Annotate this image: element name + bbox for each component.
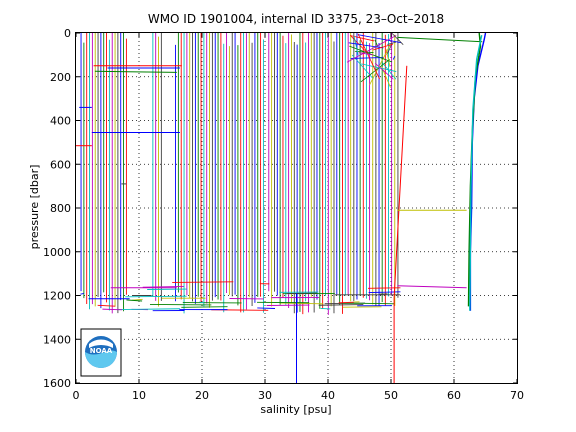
x-tick-label: 10 [132,389,146,402]
x-tick-label: 0 [73,389,80,402]
y-tick-label: 600 [50,158,71,171]
profile-segment [346,35,397,63]
profile-segment [349,45,393,63]
profile-spike [102,308,123,311]
profile-spike [338,301,354,304]
y-tick-label: 1000 [43,246,71,259]
profile-segment [392,55,396,60]
profile-segment [369,43,391,85]
profile-segment [357,33,381,80]
y-tick-label: 400 [50,115,71,128]
profile-segment [391,33,404,45]
x-axis-label: salinity [psu] [260,403,331,416]
profile-segment [397,36,483,43]
profile-spike [97,304,116,307]
profile-spike [341,302,395,305]
profiles-layer [76,32,487,383]
chart-title: WMO ID 1901004, internal ID 3375, 23–Oct… [148,12,444,26]
profile-segment [126,299,143,302]
x-tick-label: 50 [384,389,398,402]
x-tick-label: 40 [321,389,335,402]
plot-frame [75,32,518,384]
profile-segment [382,62,397,80]
profile-spike [320,307,331,310]
profile-spike [286,292,318,295]
x-tick-label: 30 [258,389,272,402]
profile-spike [280,302,324,305]
profile-segment [397,285,467,289]
profile-segment [94,70,177,73]
y-tick-label: 1400 [43,333,71,346]
y-axis: 0 200 400 600 800 1000 1200 1400 1600 [43,27,517,390]
x-tick-label: 20 [195,389,209,402]
y-tick-label: 1600 [43,377,71,390]
x-tick-label: 60 [447,389,461,402]
x-tick-label: 70 [510,389,524,402]
profile-spike [199,301,204,304]
profile-spike [142,286,184,288]
y-axis-label: pressure [dbar] [28,165,41,250]
profile-spike [181,306,228,308]
profile-segment [374,63,394,80]
profile-spike [117,308,180,310]
profile-segment [358,52,374,56]
profile-segment [372,43,394,51]
profile-spike [80,292,85,295]
profile-segment [353,35,359,56]
noaa-logo: NOAA [80,328,122,377]
profile-segment [348,42,384,49]
y-tick-label: 1200 [43,290,71,303]
profile-spike [172,281,234,283]
high-salinity-profile [469,35,483,311]
profile-spike [318,304,364,306]
profile-segment [393,65,408,383]
profile-spike [257,307,276,309]
y-tick-label: 800 [50,202,71,215]
profile-segment [358,34,402,44]
y-tick-label: 0 [64,27,71,40]
profile-segment [387,41,396,45]
profile-segment [350,57,384,59]
noaa-logo-text: NOAA [90,347,113,355]
profile-segment [361,63,397,72]
x-axis: 0 10 20 30 40 50 60 70 [73,33,524,402]
profile-spike [125,295,187,298]
profile-segment [385,49,391,68]
y-tick-label: 200 [50,71,71,84]
profile-spike [368,291,401,293]
